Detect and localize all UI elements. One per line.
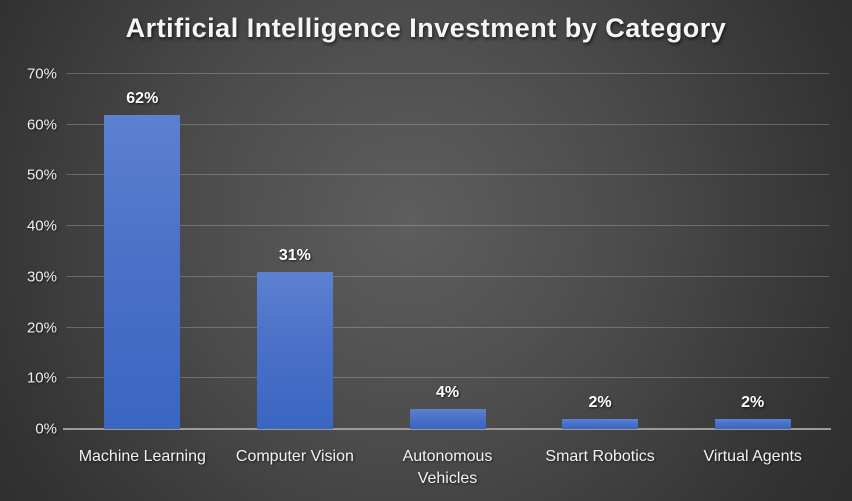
bar-value-label: 31% [278, 246, 311, 264]
bar-value-label: 2% [741, 393, 765, 411]
gridline [66, 225, 829, 227]
chart-title: Artificial Intelligence Investment by Ca… [125, 13, 727, 43]
y-tick-label: 60% [26, 116, 57, 134]
plot-area: 0% 10% 20% 30% 40% 50% 60% 70% 62% Machine Learni… [27, 66, 831, 487]
bar-value-label: 4% [435, 383, 460, 401]
gridline [66, 174, 829, 176]
y-tick-label: 40% [26, 217, 57, 235]
bar-value-label: 2% [588, 393, 612, 411]
x-category-label: Smart Robotics [545, 448, 655, 465]
x-category-label: Machine Learning [78, 448, 206, 465]
bar [562, 418, 639, 429]
x-category-label: Virtual Agents [703, 448, 802, 465]
y-tick-label: 20% [26, 319, 57, 337]
bar [409, 408, 486, 429]
x-category-label: Computer Vision [235, 448, 354, 465]
gridline [66, 326, 829, 328]
y-tick-label: 50% [26, 166, 57, 184]
gridline [66, 73, 829, 74]
gridline [66, 275, 829, 277]
x-category-label: Autonomous Vehicles [402, 448, 493, 487]
y-tick-label: 0% [35, 420, 57, 438]
bar [104, 114, 181, 429]
bar [256, 271, 333, 429]
x-axis-line [63, 428, 831, 430]
bar-value-label: 62% [126, 89, 159, 107]
bar [714, 418, 791, 429]
y-tick-label: 70% [26, 65, 57, 83]
gridline [66, 123, 829, 125]
gridline [66, 377, 829, 379]
y-tick-label: 30% [26, 268, 57, 286]
y-tick-label: 10% [26, 369, 57, 387]
